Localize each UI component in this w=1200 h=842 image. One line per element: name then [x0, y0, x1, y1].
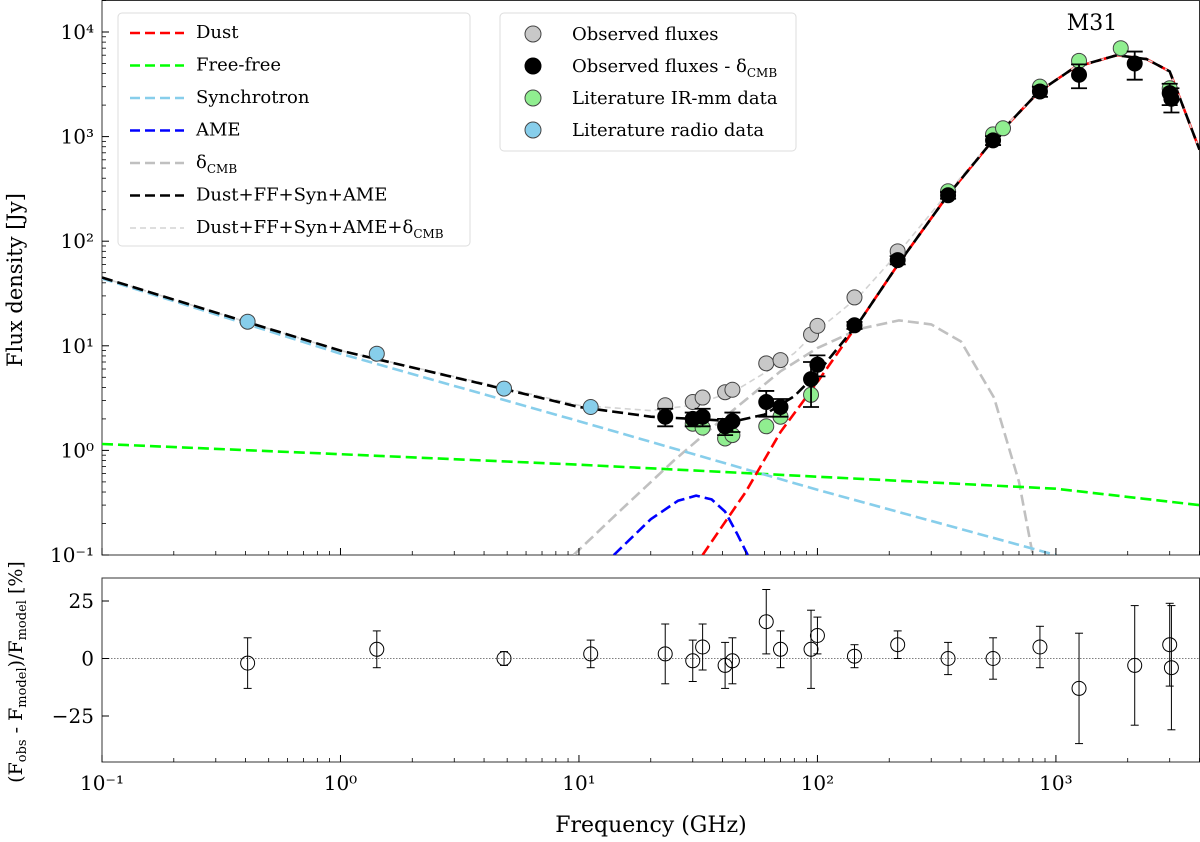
- model-curve-3: [612, 494, 749, 555]
- residual-point: [240, 655, 256, 671]
- residual-point: [758, 614, 774, 630]
- observed-minus-cmb-point: [758, 394, 775, 411]
- residual-point: [583, 646, 599, 662]
- y-tick-label: 10²: [61, 229, 94, 253]
- legend-label-model-1: Free-free: [196, 55, 281, 76]
- observed-minus-cmb-point: [985, 132, 1002, 149]
- residual-point: [890, 637, 906, 653]
- residual-point: [657, 646, 673, 662]
- observed-minus-cmb-point: [1071, 66, 1088, 83]
- bottom-y-axis-label: (Fobs - Fmodel)/Fmodel [%]: [5, 561, 30, 783]
- legend-models: Dust Free-free Synchrotron AME δCMB Dust+FF+S…: [117, 12, 471, 247]
- bottom-panel-frame: [101, 577, 1200, 763]
- top-y-axis-label: Flux density [Jy]: [3, 193, 27, 367]
- y-tick-label: 10⁴: [61, 20, 94, 44]
- x-axis-label: Frequency (GHz): [555, 813, 747, 838]
- observed-minus-cmb-point: [657, 408, 674, 425]
- x-tick-label: 10³: [1039, 771, 1072, 795]
- residual-points: [240, 589, 1179, 745]
- legend-marker-0: [524, 25, 542, 43]
- legend-marker-2: [524, 89, 542, 107]
- residual-point: [695, 639, 711, 655]
- top-data-points: [239, 40, 1180, 447]
- observed-flux-point: [758, 355, 775, 372]
- axes-ticks: 10⁻¹ 10⁰ 10¹ 10² 10³ 10⁻¹ 10⁰ 10¹ 10² 10³ 10⁴ −25 0 2…: [50, 0, 1200, 795]
- chart-title: M31: [1067, 11, 1118, 36]
- observed-flux-point: [846, 289, 863, 306]
- observed-minus-cmb-point: [803, 371, 820, 388]
- y-tick-label: 10⁰: [61, 438, 94, 462]
- y-tick-label: 10⁻¹: [50, 543, 94, 567]
- literature-ir-mm-point: [995, 120, 1012, 137]
- legend-data-box: [499, 12, 797, 152]
- legend-label-data-0: Observed fluxes: [572, 24, 718, 45]
- legend-label-data-1: Observed fluxes - δCMB: [572, 56, 777, 80]
- legend-label-model-0: Dust: [196, 22, 239, 43]
- literature-radio-point: [239, 313, 256, 330]
- residual-point: [1162, 637, 1178, 653]
- residual-point: [809, 628, 825, 643]
- residual-y-tick-label: 25: [69, 589, 94, 613]
- legend-label-model-4: δCMB: [196, 152, 237, 176]
- literature-ir-mm-point: [1112, 40, 1129, 57]
- residual-point: [1032, 639, 1048, 655]
- residual-point: [724, 653, 740, 669]
- legend-models-box: [117, 12, 471, 247]
- residual-point: [772, 641, 788, 657]
- observed-minus-cmb-point: [772, 398, 789, 415]
- observed-flux-point: [809, 317, 826, 334]
- observed-minus-cmb-point: [809, 356, 826, 373]
- legend-data: Observed fluxes Observed fluxes - δCMB Lit…: [499, 12, 797, 152]
- residual-point: [1071, 680, 1087, 696]
- legend-label-model-2: Synchrotron: [196, 87, 310, 108]
- legend-marker-1: [524, 57, 542, 75]
- model-curve-1: [102, 442, 1200, 507]
- legend-marker-3: [524, 121, 542, 139]
- y-tick-label: 10¹: [61, 334, 94, 358]
- observed-minus-cmb-point: [1163, 90, 1180, 107]
- observed-minus-cmb-point: [846, 317, 863, 334]
- observed-minus-cmb-point: [1126, 55, 1143, 72]
- legend-label-data-2: Literature IR-mm data: [572, 88, 778, 109]
- legend-label-data-3: Literature radio data: [572, 120, 764, 141]
- legend-label-model-3: AME: [195, 120, 241, 141]
- literature-radio-point: [368, 345, 385, 362]
- observed-flux-point: [694, 389, 711, 406]
- model-curve-4: [572, 319, 1035, 555]
- observed-minus-cmb-point: [889, 252, 906, 269]
- literature-radio-point: [496, 380, 513, 397]
- residual-y-tick-label: −25: [52, 704, 94, 728]
- x-tick-label: 10¹: [562, 771, 595, 795]
- x-tick-label: 10⁻¹: [80, 771, 124, 795]
- x-tick-label: 10⁰: [324, 771, 357, 795]
- legend-label-model-5: Dust+FF+Syn+AME: [196, 185, 387, 206]
- observed-minus-cmb-point: [694, 408, 711, 425]
- observed-flux-point: [724, 381, 741, 398]
- residual-y-tick-label: 0: [81, 647, 94, 671]
- y-tick-label: 10³: [61, 125, 94, 149]
- residual-point: [846, 648, 862, 664]
- observed-minus-cmb-point: [724, 413, 741, 430]
- model-curve-2: [102, 277, 1057, 555]
- literature-ir-mm-point: [758, 418, 775, 435]
- residual-point: [369, 641, 385, 657]
- observed-minus-cmb-point: [940, 187, 957, 204]
- x-tick-label: 10²: [801, 771, 834, 795]
- observed-minus-cmb-point: [1031, 83, 1048, 100]
- observed-flux-point: [772, 352, 789, 369]
- legend-label-model-6: Dust+FF+Syn+AME+δCMB: [196, 217, 444, 241]
- residual-point: [1163, 660, 1179, 676]
- residual-point: [685, 653, 701, 669]
- literature-radio-point: [582, 398, 599, 415]
- residual-point: [803, 641, 819, 657]
